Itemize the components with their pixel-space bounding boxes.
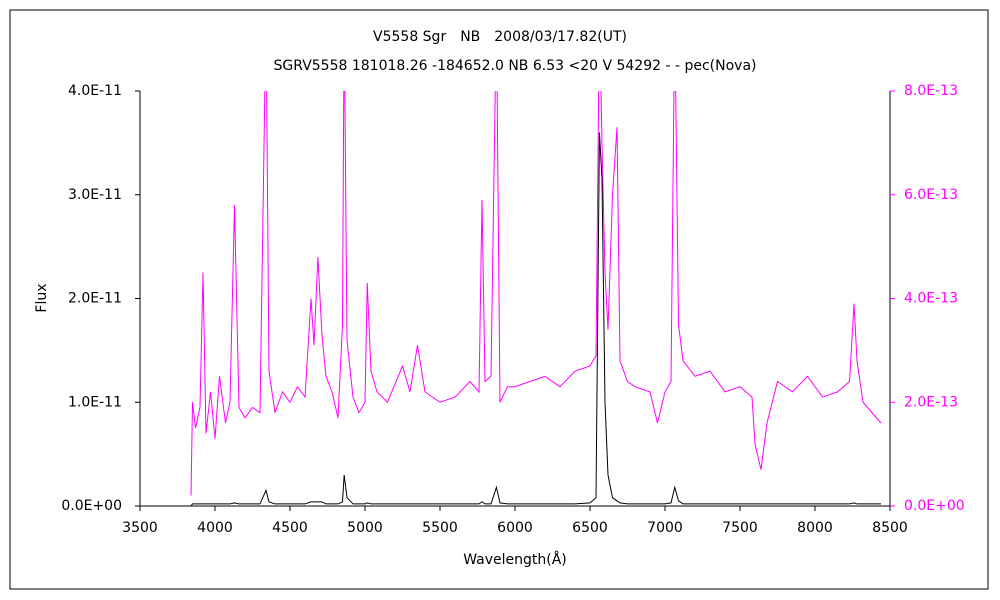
y2-tick-label: 6.0E-13 — [904, 187, 958, 203]
spectrum-line — [190, 132, 881, 506]
x-tick-label: 4000 — [197, 520, 233, 536]
x-tick-label: 6500 — [572, 520, 608, 536]
x-tick-label: 4500 — [272, 520, 308, 536]
chart-subtitle: SGRV5558 181018.26 -184652.0 NB 6.53 <20… — [274, 58, 757, 74]
y-tick-label: 1.0E-11 — [68, 394, 122, 410]
frame — [9, 9, 989, 590]
x-tick-label: 8500 — [872, 520, 908, 536]
spectrum-line — [190, 91, 882, 496]
y-tick-label: 4.0E-11 — [68, 83, 122, 99]
x-tick-label: 5000 — [347, 520, 383, 536]
x-axis-label: Wavelength(Å) — [463, 551, 567, 568]
x-tick-label: 7000 — [647, 520, 683, 536]
y-tick-label: 3.0E-11 — [68, 187, 122, 203]
y-tick-label: 0.0E+00 — [61, 498, 122, 514]
y2-tick-label: 8.0E-13 — [904, 83, 958, 99]
x-tick-label: 8000 — [797, 520, 833, 536]
x-tick-label: 6000 — [497, 520, 533, 536]
x-tick-label: 5500 — [422, 520, 458, 536]
chart-title: V5558 Sgr NB 2008/03/17.82(UT) — [373, 29, 627, 45]
y2-tick-label: 2.0E-13 — [904, 394, 958, 410]
y2-tick-label: 4.0E-13 — [904, 291, 958, 307]
y-axis-label: Flux — [34, 283, 50, 312]
x-tick-label: 3500 — [122, 520, 158, 536]
y-tick-label: 2.0E-11 — [68, 291, 122, 307]
y2-tick-label: 0.0E+00 — [904, 498, 965, 514]
x-tick-label: 7500 — [722, 520, 758, 536]
